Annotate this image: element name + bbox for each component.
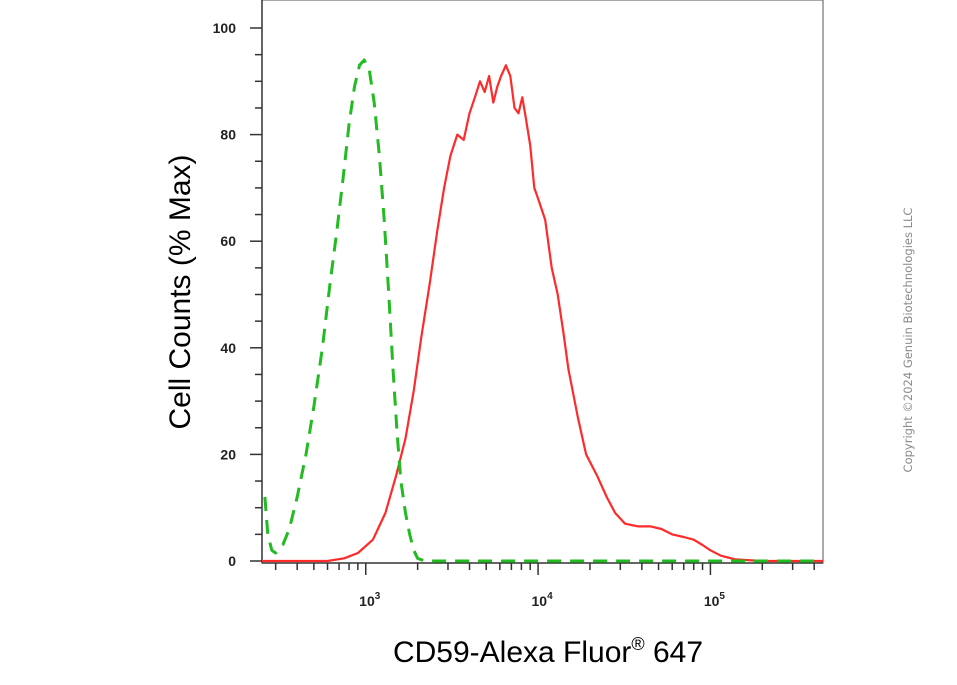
control-histogram-line [263, 58, 823, 563]
y-tick-label: 0 [228, 553, 236, 569]
x-tick-label: 103 [359, 591, 381, 609]
x-tick-label: 104 [532, 591, 554, 609]
y-tick-label: 20 [220, 446, 236, 462]
x-axis-title: CD59-Alexa Fluor® 647 [393, 634, 703, 669]
x-axis-title-main: CD59-Alexa Fluor [393, 636, 631, 669]
x-axis-title-registered-mark: ® [631, 634, 644, 654]
y-tick-label: 100 [213, 20, 237, 36]
x-tick-base: 10 [532, 593, 548, 609]
series-layer [262, 58, 823, 563]
y-axis-title: Cell Counts (% Max) [164, 154, 197, 429]
sample-histogram-line [262, 64, 823, 563]
y-tick-label: 80 [220, 127, 236, 143]
y-tick-label: 40 [220, 340, 236, 356]
x-tick-exponent: 4 [547, 591, 553, 602]
x-tick-exponent: 5 [719, 591, 725, 602]
x-axis-title-suffix: 647 [645, 636, 703, 669]
x-tick-base: 10 [359, 593, 375, 609]
plot-border [261, 0, 824, 564]
x-tick-base: 10 [704, 593, 720, 609]
x-tick-exponent: 3 [375, 591, 381, 602]
x-tick-label: 105 [704, 591, 726, 609]
plot-area [261, 0, 824, 564]
x-axis: 103 104 105 [262, 562, 823, 609]
copyright-notice: Copyright ©2024 Genuin Biotechnologies L… [901, 208, 915, 473]
y-tick-label: 60 [220, 233, 236, 249]
y-axis: 0 20 40 60 80 100 [213, 0, 263, 569]
